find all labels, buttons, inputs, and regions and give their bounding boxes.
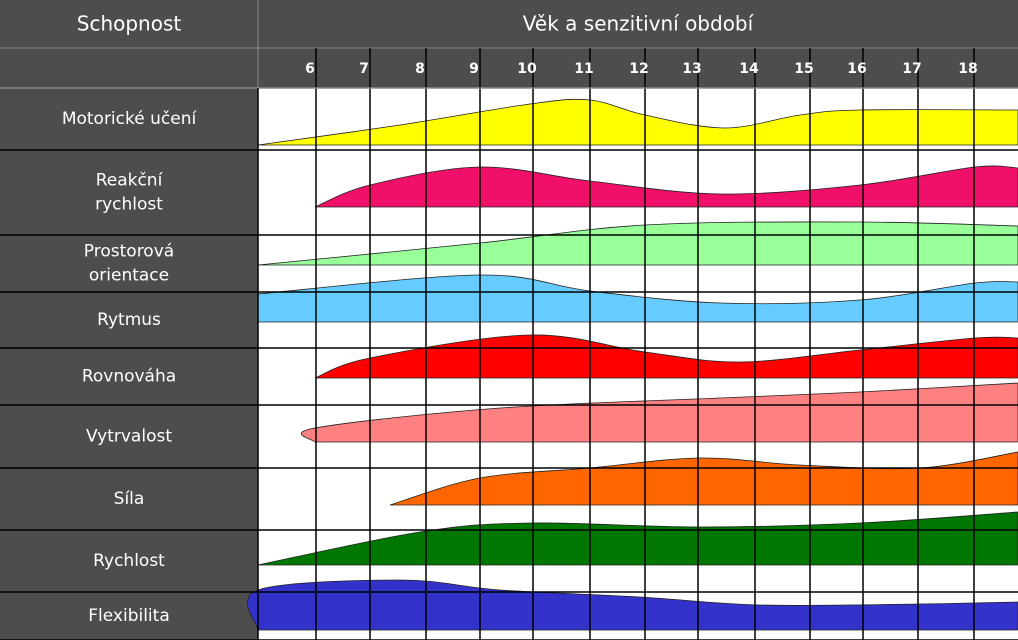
sensitivity-band <box>257 511 1018 566</box>
sensitivity-band <box>314 165 1018 208</box>
header-background <box>0 0 1018 88</box>
ability-label: Reakční <box>96 171 164 191</box>
age-label: 17 <box>902 61 921 77</box>
age-label: 13 <box>682 61 701 77</box>
sensitivity-band <box>314 334 1018 379</box>
age-label: 8 <box>415 61 425 77</box>
ability-label: Vytrvalost <box>86 427 172 447</box>
age-label: 6 <box>305 61 315 77</box>
age-label: 7 <box>359 61 369 77</box>
sensitivity-band <box>257 98 1018 146</box>
header-age: Věk a senzitivní období <box>523 12 755 36</box>
ability-label: Motorické učení <box>62 109 198 129</box>
age-label: 12 <box>629 61 648 77</box>
sensitivity-band <box>389 451 1018 506</box>
age-label: 9 <box>469 61 479 77</box>
ability-label: Síla <box>114 489 145 509</box>
age-label: 11 <box>574 61 593 77</box>
ability-label: Rychlost <box>93 551 165 571</box>
header-ability: Schopnost <box>77 12 182 36</box>
sensitivity-band <box>257 274 1018 323</box>
label-column <box>0 88 258 640</box>
age-label: 15 <box>794 61 813 77</box>
age-label: 14 <box>739 61 759 77</box>
age-label: 10 <box>517 61 537 77</box>
sensitivity-band <box>300 382 1018 443</box>
sensitivity-band <box>257 221 1018 266</box>
age-label: 16 <box>847 61 866 77</box>
ability-label: orientace <box>89 266 169 286</box>
ability-label: Prostorová <box>84 242 174 262</box>
ability-label: Rovnováha <box>82 367 176 387</box>
ability-label: Flexibilita <box>88 606 170 626</box>
ability-label: rychlost <box>95 195 163 215</box>
sensitivity-band <box>247 579 1018 631</box>
ability-label: Rytmus <box>97 310 161 330</box>
age-label: 18 <box>958 61 977 77</box>
